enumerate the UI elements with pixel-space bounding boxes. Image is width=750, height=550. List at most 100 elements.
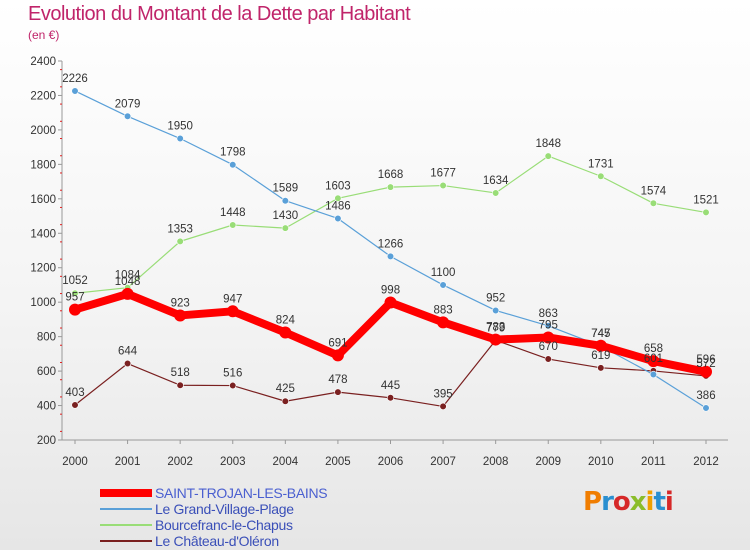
series-point-0	[279, 326, 292, 339]
data-label-3: 601	[644, 353, 663, 365]
x-tick-label: 2001	[115, 456, 141, 468]
series-point-0	[384, 296, 397, 309]
series-point-2	[649, 199, 658, 207]
y-tick-label: 2000	[30, 125, 56, 137]
series-point-1	[71, 87, 79, 95]
data-label-2: 1634	[483, 175, 509, 187]
series-point-1	[492, 306, 500, 315]
series-point-0	[437, 316, 450, 329]
legend-label: Le Château-d'Oléron	[155, 533, 279, 549]
legend-label: Le Grand-Village-Plage	[155, 501, 294, 517]
series-point-3	[176, 381, 184, 389]
x-tick-label: 2004	[273, 456, 299, 468]
series-point-2	[281, 224, 289, 232]
y-tick-label: 800	[37, 332, 56, 344]
x-tick-label: 2002	[167, 456, 193, 468]
logo-letter: i	[664, 487, 674, 517]
series-point-1	[229, 161, 237, 169]
chart-subtitle: (en €)	[28, 28, 60, 42]
data-label-3: 644	[118, 346, 138, 358]
series-point-3	[281, 397, 289, 405]
data-label-3: 516	[223, 368, 242, 380]
data-label-3: 478	[328, 374, 347, 386]
series-point-0	[594, 339, 607, 352]
series-point-2	[176, 237, 184, 245]
data-label-3: 619	[591, 350, 610, 362]
legend-swatch	[100, 540, 152, 542]
series-point-1	[702, 404, 710, 412]
series-point-0	[647, 355, 660, 368]
data-label-0: 747	[591, 328, 610, 340]
series-point-2	[492, 189, 500, 197]
y-tick-label: 600	[37, 366, 56, 378]
data-label-3: 670	[539, 341, 558, 353]
series-point-0	[542, 331, 555, 344]
data-label-0: 957	[65, 292, 84, 304]
series-point-3	[334, 388, 342, 396]
series-point-0	[700, 365, 712, 378]
series-point-1	[334, 214, 342, 223]
data-label-2: 1430	[273, 210, 299, 222]
data-label-1: 1589	[273, 183, 299, 195]
y-tick-label: 2400	[30, 56, 56, 68]
series-point-1	[439, 281, 447, 289]
series-point-2	[386, 183, 395, 191]
data-label-1: 863	[539, 308, 558, 320]
x-tick-label: 2000	[62, 456, 88, 468]
series-point-2	[334, 194, 342, 202]
x-tick-label: 2003	[220, 456, 246, 468]
legend-swatch	[100, 489, 152, 497]
data-label-0: 883	[433, 304, 452, 316]
series-point-0	[489, 333, 502, 346]
x-tick-label: 2012	[693, 456, 719, 468]
series-point-0	[69, 303, 81, 316]
data-label-0: 596	[696, 354, 715, 366]
data-label-2: 1521	[693, 194, 719, 206]
series-point-1	[176, 134, 184, 143]
data-label-0: 783	[486, 322, 505, 334]
data-label-3: 425	[276, 383, 295, 395]
series-point-3	[229, 381, 237, 390]
data-label-1: 745	[591, 328, 610, 340]
logo-letter: P	[583, 487, 602, 517]
series-point-3	[71, 401, 79, 409]
legend-swatch	[100, 524, 152, 526]
data-label-0: 824	[276, 315, 296, 327]
proxiti-logo: Proxiti	[583, 487, 674, 517]
y-tick-label: 1200	[30, 263, 56, 275]
series-point-2	[439, 181, 447, 190]
data-label-1: 1798	[220, 147, 246, 159]
data-label-0: 923	[171, 297, 190, 309]
series-point-3	[597, 364, 605, 372]
series-point-2	[597, 172, 605, 180]
series-point-1	[544, 322, 552, 330]
series-point-3	[123, 359, 132, 368]
y-tick-label: 1400	[30, 228, 56, 240]
y-tick-label: 400	[37, 401, 56, 413]
logo-letter: x	[629, 487, 647, 517]
data-label-0: 1048	[115, 276, 141, 288]
y-tick-label: 200	[37, 435, 56, 447]
y-tick-label: 1000	[30, 297, 56, 309]
data-label-2: 1668	[378, 169, 404, 181]
series-point-2	[71, 289, 79, 297]
data-label-2: 1677	[430, 168, 456, 180]
y-tick-label: 1600	[30, 194, 56, 206]
data-label-0: 691	[328, 337, 347, 349]
series-point-1	[123, 112, 132, 120]
series-point-3	[439, 402, 447, 411]
data-label-2: 1084	[115, 270, 141, 282]
x-tick-label: 2008	[483, 456, 509, 468]
series-point-3	[544, 355, 552, 363]
data-label-1: 1100	[431, 267, 456, 279]
chart-title: Evolution du Montant de la Dette par Hab…	[28, 3, 411, 25]
data-label-1: 2226	[62, 73, 88, 85]
logo-letter: o	[612, 487, 631, 517]
data-label-1: 386	[696, 390, 715, 402]
data-label-3: 445	[381, 380, 400, 392]
data-label-0: 658	[644, 343, 663, 355]
series-point-2	[229, 221, 237, 229]
data-label-2: 1353	[167, 223, 193, 235]
data-label-2: 1574	[641, 185, 667, 197]
